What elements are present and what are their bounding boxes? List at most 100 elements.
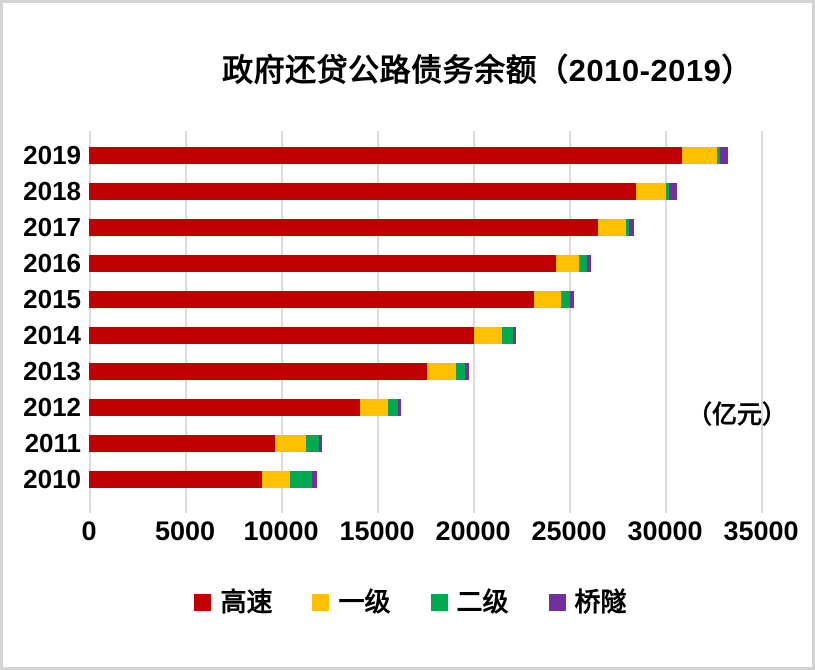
x-axis-tick-15000: 15000	[339, 516, 415, 546]
bar-segment-高速-2014	[89, 326, 474, 344]
bar-row-2015: 2015	[23, 281, 761, 317]
bar-segment-高速-2018	[89, 182, 637, 200]
bar-segment-桥隧-2010	[311, 470, 317, 488]
legend-swatch-icon	[194, 593, 212, 611]
legend-label: 一级	[338, 587, 391, 617]
bar-segment-桥隧-2012	[397, 398, 401, 416]
bar-segment-高速-2012	[89, 398, 360, 416]
bar-segment-二级-2015	[561, 290, 570, 308]
x-axis-tick-35000: 35000	[723, 516, 799, 546]
bar-segment-一级-2013	[426, 362, 456, 380]
y-axis-label-2010: 2010	[23, 464, 81, 494]
bar-row-2017: 2017	[23, 209, 761, 245]
legend-swatch-icon	[430, 593, 448, 611]
bar-segment-桥隧-2015	[569, 290, 574, 308]
x-axis-tick-10000: 10000	[243, 516, 319, 546]
gridline-10000	[281, 131, 283, 513]
legend-label: 桥隧	[574, 587, 627, 617]
y-axis-label-2015: 2015	[23, 284, 81, 314]
unit-label: （亿元）	[687, 401, 788, 429]
bar-segment-桥隧-2017	[628, 218, 634, 236]
bar-segment-二级-2014	[501, 326, 514, 344]
chart-title: 政府还贷公路债务余额（2010-2019）	[222, 53, 753, 88]
bar-segment-桥隧-2013	[464, 362, 469, 380]
bar-track	[89, 398, 761, 416]
legend-item-一级: 一级	[312, 587, 391, 617]
bar-segment-桥隧-2016	[586, 254, 592, 272]
x-axis-tick-30000: 30000	[627, 516, 703, 546]
bar-segment-二级-2013	[455, 362, 465, 380]
bar-track	[89, 290, 761, 308]
bar-segment-高速-2017	[89, 218, 598, 236]
x-axis-tick-20000: 20000	[435, 516, 511, 546]
bar-segment-高速-2013	[89, 362, 427, 380]
y-axis-label-2014: 2014	[23, 320, 81, 350]
gridline-15000	[377, 131, 379, 513]
x-axis-tick-5000: 5000	[154, 516, 216, 546]
legend-item-二级: 二级	[430, 587, 509, 617]
bar-row-2016: 2016	[23, 245, 761, 281]
x-axis-tick-25000: 25000	[531, 516, 607, 546]
bar-segment-二级-2012	[387, 398, 398, 416]
bar-track	[89, 218, 761, 236]
bar-segment-二级-2017	[625, 218, 629, 236]
bar-row-2013: 2013	[23, 353, 761, 389]
y-axis-label-2019: 2019	[23, 140, 81, 170]
gridline-25000	[569, 131, 571, 513]
legend-swatch-icon	[548, 593, 566, 611]
y-axis-label-2017: 2017	[23, 212, 81, 242]
y-axis-label-2012: 2012	[23, 392, 81, 422]
bar-track	[89, 362, 761, 380]
bar-segment-一级-2012	[359, 398, 388, 416]
bar-segment-一级-2017	[597, 218, 626, 236]
bar-track	[89, 254, 761, 272]
y-axis-label-2013: 2013	[23, 356, 81, 386]
bar-row-2019: 2019	[23, 137, 761, 173]
plot-area: 2019 2018 2017 2016 2015 2014 2013 2012 2011 2010	[23, 131, 773, 513]
bar-segment-一级-2015	[534, 290, 562, 308]
bar-segment-一级-2019	[682, 146, 717, 164]
y-axis-label-2016: 2016	[23, 248, 81, 278]
bar-row-2011: 2011	[25, 425, 761, 461]
y-axis-label-2018: 2018	[23, 176, 81, 206]
bar-segment-高速-2015	[89, 290, 535, 308]
bar-row-2012: 2012	[23, 389, 761, 425]
bar-segment-桥隧-2011	[319, 434, 322, 452]
y-axis-label-2011: 2011	[24, 428, 81, 458]
bar-track	[89, 470, 761, 488]
x-axis-tick-0: 0	[81, 516, 97, 546]
bar-segment-一级-2011	[275, 434, 306, 452]
bar-track	[89, 326, 761, 344]
bar-segment-一级-2010	[261, 470, 290, 488]
gridline-35000	[761, 131, 763, 513]
bar-segment-一级-2016	[555, 254, 579, 272]
legend-swatch-icon	[312, 593, 330, 611]
gridline-5000	[185, 131, 187, 513]
legend-item-桥隧: 桥隧	[548, 587, 627, 617]
legend-label: 高速	[220, 587, 273, 617]
bar-segment-桥隧-2019	[719, 146, 728, 164]
bar-segment-一级-2018	[636, 182, 666, 200]
bar-segment-二级-2016	[578, 254, 587, 272]
bar-row-2018: 2018	[23, 173, 761, 209]
bar-segment-高速-2011	[89, 434, 276, 452]
bar-segment-桥隧-2018	[669, 182, 677, 200]
bar-segment-二级-2011	[305, 434, 319, 452]
bar-segment-一级-2014	[473, 326, 502, 344]
gridline-0	[89, 131, 91, 513]
bar-track	[89, 182, 761, 200]
legend-label: 二级	[456, 587, 509, 617]
bar-segment-二级-2018	[665, 182, 669, 200]
bar-rows: 2019 2018 2017 2016 2015 2014 2013 2012 2011 2010	[23, 137, 761, 497]
bar-segment-桥隧-2014	[513, 326, 517, 344]
x-axis: 0 5000 10000 15000 20000 25000 30000 35000	[3, 516, 812, 552]
bar-row-2010: 2010	[23, 461, 761, 497]
legend-item-高速: 高速	[194, 589, 272, 615]
gridline-20000	[473, 131, 475, 513]
bar-segment-高速-2019	[89, 146, 683, 164]
bar-segment-高速-2016	[89, 254, 556, 272]
legend: 高速 一级 二级 桥隧	[3, 587, 812, 617]
gridline-30000	[665, 131, 667, 513]
bar-segment-二级-2019	[716, 146, 720, 164]
